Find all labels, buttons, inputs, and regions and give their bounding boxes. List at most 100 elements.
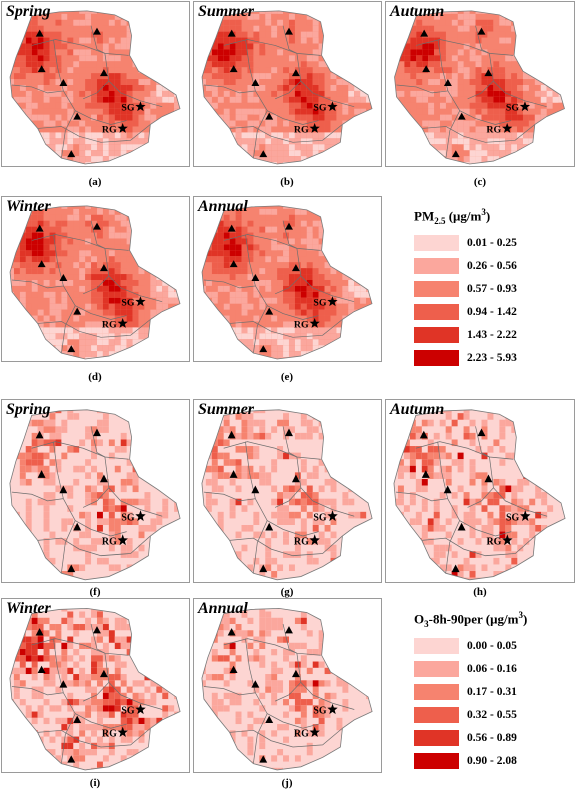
- grid-cell: [162, 214, 169, 221]
- grid-cell: [85, 321, 92, 328]
- grid-cell: [31, 649, 38, 656]
- grid-cell: [67, 699, 74, 706]
- grid-cell: [517, 478, 524, 486]
- grid-cell: [241, 256, 248, 263]
- grid-cell: [102, 755, 109, 762]
- grid-cell: [120, 25, 127, 32]
- grid-cell: [61, 297, 68, 304]
- grid-cell: [422, 144, 429, 151]
- grid-cell: [409, 498, 416, 506]
- grid-cell: [120, 102, 127, 109]
- grid-cell: [324, 156, 331, 163]
- grid-cell: [499, 426, 506, 433]
- grid-cell: [421, 459, 428, 466]
- grid-cell: [564, 96, 565, 103]
- grid-cell: [427, 571, 434, 578]
- grid-cell: [25, 279, 32, 286]
- grid-cell: [265, 544, 272, 552]
- grid-cell: [150, 132, 157, 139]
- grid-cell: [37, 655, 44, 662]
- district-boundary: [61, 110, 76, 159]
- grid-cell: [306, 13, 313, 20]
- grid-cell: [73, 156, 80, 163]
- grid-cell: [271, 345, 278, 352]
- grid-cell: [174, 126, 180, 133]
- grid-cell: [132, 244, 139, 251]
- grid-cell: [445, 472, 452, 479]
- grid-cell: [132, 315, 139, 322]
- grid-cell: [354, 624, 361, 631]
- grid-cell: [318, 505, 325, 512]
- grid-cell: [517, 79, 523, 85]
- grid-cell: [366, 43, 372, 50]
- grid-cell: [294, 674, 301, 681]
- grid-cell: [439, 96, 446, 103]
- grid-cell: [19, 43, 26, 50]
- grid-cell: [235, 73, 242, 80]
- grid-cell: [451, 108, 458, 115]
- grid-cell: [132, 518, 139, 525]
- grid-cell: [558, 132, 565, 139]
- grid-cell: [108, 485, 115, 493]
- grid-cell: [294, 511, 301, 519]
- grid-cell: [235, 238, 242, 245]
- grid-cell: [156, 61, 163, 68]
- grid-cell: [534, 162, 541, 165]
- grid-cell: [312, 108, 319, 115]
- grid-cell: [120, 108, 127, 115]
- grid-cell: [205, 303, 212, 310]
- grid-cell: [138, 279, 145, 286]
- grid-cell: [271, 244, 278, 251]
- grid-cell: [202, 114, 206, 121]
- grid-cell: [469, 511, 476, 519]
- grid-cell: [55, 465, 62, 473]
- grid-cell: [96, 511, 103, 519]
- grid-cell: [202, 285, 206, 292]
- grid-cell: [156, 49, 163, 56]
- grid-cell: [73, 303, 80, 310]
- grid-cell: [138, 315, 145, 322]
- grid-cell: [223, 132, 230, 139]
- grid-cell: [427, 564, 434, 572]
- grid-cell: [150, 339, 157, 346]
- grid-cell: [354, 67, 361, 74]
- grid-cell: [517, 511, 524, 519]
- grid-cell: [404, 79, 411, 85]
- grid-cell: [13, 279, 20, 286]
- grid-cell: [318, 156, 325, 163]
- grid-cell: [55, 144, 62, 151]
- grid-cell: [505, 544, 512, 552]
- grid-cell: [360, 327, 367, 334]
- grid-cell: [132, 55, 139, 62]
- grid-cell: [37, 557, 44, 565]
- grid-cell: [31, 624, 38, 631]
- grid-cell: [241, 357, 248, 360]
- grid-cell: [259, 132, 266, 139]
- grid-cell: [342, 339, 349, 346]
- grid-cell: [342, 642, 349, 650]
- grid-cell: [283, 413, 289, 420]
- grid-cell: [294, 120, 301, 127]
- grid-cell: [217, 279, 224, 286]
- grid-cell: [306, 84, 313, 91]
- grid-cell: [354, 564, 361, 572]
- grid-cell: [108, 256, 115, 263]
- grid-cell: [13, 345, 20, 352]
- grid-cell: [288, 315, 295, 322]
- district-boundary: [282, 426, 355, 517]
- grid-cell: [114, 132, 121, 139]
- monitoring-site-triangle-icon: [37, 665, 46, 673]
- grid-cell: [85, 544, 92, 552]
- grid-cell: [265, 10, 272, 14]
- grid-cell: [354, 244, 361, 251]
- grid-cell: [120, 505, 127, 512]
- grid-cell: [61, 96, 68, 103]
- grid-cell: [168, 205, 175, 209]
- grid-cell: [564, 102, 565, 109]
- grid-cell: [342, 244, 349, 251]
- grid-cell: [235, 485, 242, 493]
- grid-cell: [318, 55, 325, 62]
- grid-cell: [25, 226, 32, 233]
- grid-cell: [336, 297, 343, 304]
